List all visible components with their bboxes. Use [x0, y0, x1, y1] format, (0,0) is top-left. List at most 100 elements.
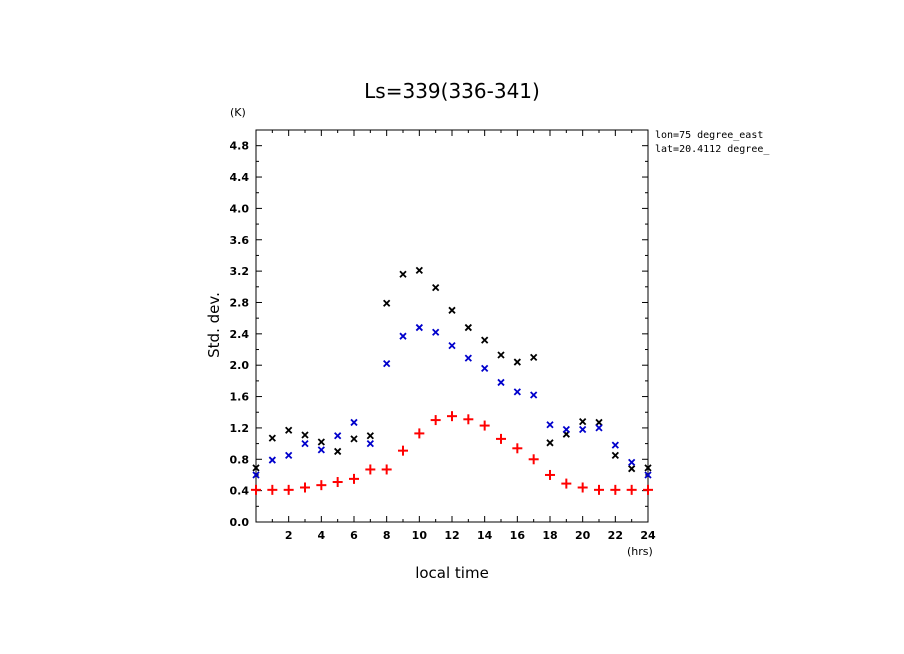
data-point-series-2 [268, 456, 276, 464]
data-point-series-2 [415, 323, 423, 332]
data-point-series-1 [366, 432, 374, 440]
data-point-series-3 [463, 414, 474, 425]
data-point-series-3 [479, 420, 490, 431]
x-tick-label: 20 [575, 529, 591, 542]
data-point-series-3 [577, 482, 588, 493]
x-tick-label: 14 [477, 529, 493, 542]
data-point-series-3 [283, 484, 294, 495]
data-point-series-1 [399, 270, 407, 278]
data-point-series-2 [530, 391, 538, 399]
data-point-series-3 [447, 411, 457, 422]
x-tick-label: 6 [350, 529, 358, 542]
x-tick-label: 4 [318, 529, 326, 542]
y-unit-label: (K) [230, 106, 246, 119]
y-axis-label: Std. dev. [205, 292, 223, 358]
data-point-series-2 [399, 332, 407, 340]
chart-title: Ls=339(336-341) [364, 79, 540, 103]
data-point-series-2 [448, 341, 456, 350]
data-point-series-3 [414, 428, 425, 439]
data-point-series-1 [579, 418, 587, 426]
data-point-series-2 [285, 451, 293, 459]
annotation-lon: lon=75 degree_east [655, 130, 763, 141]
data-point-series-1 [252, 464, 260, 472]
data-point-series-3 [267, 484, 278, 495]
data-point-series-2 [383, 359, 391, 368]
data-point-series-2 [252, 471, 260, 479]
data-point-series-2 [366, 439, 374, 448]
y-tick-label: 2.0 [230, 359, 250, 372]
data-point-series-3 [316, 480, 327, 491]
data-point-series-3 [561, 478, 572, 489]
data-point-series-2 [513, 388, 521, 396]
y-tick-label: 2.4 [230, 328, 250, 341]
data-point-series-2 [301, 439, 309, 448]
y-tick-label: 0.0 [230, 516, 250, 529]
data-point-series-3 [528, 454, 539, 465]
x-axis-label: local time [415, 564, 489, 582]
data-point-series-3 [349, 473, 359, 484]
data-point-series-1 [481, 336, 489, 344]
data-point-series-2 [481, 364, 489, 372]
data-point-series-3 [610, 484, 621, 495]
y-tick-label: 3.6 [230, 234, 250, 247]
data-point-series-3 [512, 443, 523, 454]
x-tick-label: 24 [640, 529, 656, 542]
data-marks [251, 266, 653, 495]
data-point-series-1 [448, 306, 456, 314]
annotation-lat: lat=20.4112 degree_ [655, 144, 770, 155]
y-tick-label: 0.4 [230, 485, 250, 498]
data-point-series-1 [432, 283, 440, 292]
data-point-series-1 [285, 426, 293, 434]
data-point-series-3 [643, 484, 653, 495]
data-point-series-3 [365, 464, 376, 475]
data-point-series-3 [545, 469, 555, 480]
data-point-series-2 [628, 458, 636, 467]
data-point-series-3 [300, 482, 310, 493]
data-point-series-3 [332, 477, 343, 488]
data-point-series-2 [579, 425, 587, 434]
data-point-series-3 [430, 415, 441, 426]
data-point-series-2 [611, 441, 619, 449]
data-point-series-1 [334, 447, 342, 456]
y-tick-label: 2.8 [230, 296, 250, 309]
data-point-series-3 [594, 484, 604, 495]
data-point-series-2 [464, 354, 472, 362]
data-point-series-1 [301, 431, 309, 439]
y-tick-label: 3.2 [230, 265, 250, 278]
y-tick-label: 4.4 [230, 171, 250, 184]
data-point-series-1 [595, 418, 603, 427]
x-unit-label: (hrs) [627, 545, 653, 558]
plot-frame [255, 129, 649, 523]
x-tick-label: 18 [542, 529, 557, 542]
data-point-series-2 [595, 424, 603, 432]
data-point-series-2 [350, 418, 358, 427]
data-point-series-2 [334, 432, 342, 440]
data-point-series-1 [383, 299, 391, 307]
y-tick-label: 0.8 [230, 453, 250, 466]
data-point-series-2 [546, 421, 554, 429]
x-tick-label: 8 [383, 529, 391, 542]
data-point-series-2 [317, 446, 325, 454]
data-point-series-1 [611, 451, 619, 459]
axis-ticks: 0.0 0.4 0.8 1.2 1.6 2.0 2.4 2.8 3.2 3.6 4.0 4.4 4.8 2… [230, 130, 656, 542]
data-point-series-2 [562, 425, 570, 434]
data-point-series-2 [644, 471, 652, 479]
data-point-series-1 [530, 353, 538, 361]
data-point-series-1 [628, 465, 636, 473]
data-point-series-1 [546, 439, 554, 447]
data-point-series-3 [626, 484, 637, 495]
data-point-series-1 [513, 358, 521, 366]
data-point-series-3 [251, 484, 261, 495]
y-tick-label: 4.8 [230, 140, 250, 153]
y-tick-label: 1.2 [230, 422, 250, 435]
y-tick-label: 1.6 [230, 391, 250, 404]
data-point-series-3 [381, 464, 392, 475]
x-tick-label: 2 [285, 529, 293, 542]
x-tick-label: 22 [608, 529, 623, 542]
data-point-series-2 [497, 378, 505, 387]
data-point-series-1 [644, 464, 652, 472]
y-tick-label: 4.0 [230, 202, 250, 215]
data-point-series-3 [398, 445, 408, 456]
data-point-series-1 [268, 434, 276, 442]
